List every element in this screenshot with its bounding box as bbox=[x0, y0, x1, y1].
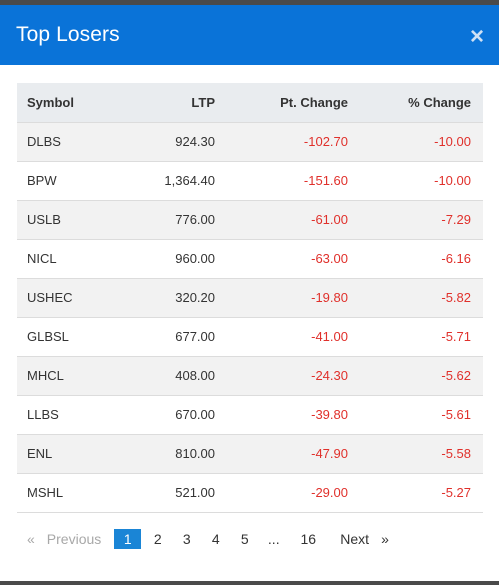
page-5-button[interactable]: 5 bbox=[240, 531, 249, 547]
table-row[interactable]: LLBS 670.00 -39.80 -5.61 bbox=[17, 395, 483, 435]
page-4-button[interactable]: 4 bbox=[211, 531, 220, 547]
symbol-cell: LLBS bbox=[17, 395, 117, 435]
symbol-cell: DLBS bbox=[17, 122, 117, 162]
page-2-button[interactable]: 2 bbox=[153, 531, 162, 547]
page-16-button[interactable]: 16 bbox=[300, 531, 317, 547]
pct-change-cell: -5.58 bbox=[348, 434, 483, 474]
page-3-button[interactable]: 3 bbox=[182, 531, 191, 547]
next-page-button[interactable]: Next » bbox=[340, 531, 389, 547]
next-label: Next bbox=[340, 531, 370, 547]
symbol-cell: USLB bbox=[17, 200, 117, 240]
pt-change-cell: -63.00 bbox=[215, 239, 348, 279]
table-row[interactable]: NICL 960.00 -63.00 -6.16 bbox=[17, 239, 483, 279]
losers-table: Symbol LTP Pt. Change % Change DLBS 924.3… bbox=[17, 83, 483, 513]
pct-change-cell: -6.16 bbox=[348, 239, 483, 279]
pt-change-cell: -24.30 bbox=[215, 356, 348, 396]
pct-change-cell: -5.27 bbox=[348, 473, 483, 513]
table-row[interactable]: GLBSL 677.00 -41.00 -5.71 bbox=[17, 317, 483, 357]
top-losers-modal: Top Losers × Symbol LTP Pt. Change % Cha… bbox=[0, 5, 499, 581]
ltp-cell: 521.00 bbox=[117, 473, 215, 513]
symbol-cell: NICL bbox=[17, 239, 117, 279]
symbol-cell: USHEC bbox=[17, 278, 117, 318]
modal-header: Top Losers × bbox=[0, 5, 499, 65]
next-arrow-icon: » bbox=[381, 531, 389, 547]
table-header-row: Symbol LTP Pt. Change % Change bbox=[17, 83, 483, 123]
pt-change-cell: -39.80 bbox=[215, 395, 348, 435]
ltp-cell: 408.00 bbox=[117, 356, 215, 396]
modal-title: Top Losers bbox=[16, 23, 120, 46]
pt-change-cell: -47.90 bbox=[215, 434, 348, 474]
previous-arrow-icon: « bbox=[27, 531, 35, 547]
pt-change-cell: -151.60 bbox=[215, 161, 348, 201]
table-row[interactable]: MHCL 408.00 -24.30 -5.62 bbox=[17, 356, 483, 396]
pct-change-cell: -7.29 bbox=[348, 200, 483, 240]
column-header-ltp[interactable]: LTP bbox=[117, 83, 215, 123]
pct-change-cell: -5.62 bbox=[348, 356, 483, 396]
pct-change-cell: -10.00 bbox=[348, 161, 483, 201]
table-row[interactable]: ENL 810.00 -47.90 -5.58 bbox=[17, 434, 483, 474]
pagination-ellipsis: ... bbox=[267, 531, 280, 547]
losers-table-container: Symbol LTP Pt. Change % Change DLBS 924.3… bbox=[17, 83, 483, 513]
symbol-cell: MHCL bbox=[17, 356, 117, 396]
ltp-cell: 776.00 bbox=[117, 200, 215, 240]
pt-change-cell: -41.00 bbox=[215, 317, 348, 357]
pct-change-cell: -5.82 bbox=[348, 278, 483, 318]
pct-change-cell: -5.71 bbox=[348, 317, 483, 357]
ltp-cell: 924.30 bbox=[117, 122, 215, 162]
symbol-cell: BPW bbox=[17, 161, 117, 201]
ltp-cell: 320.20 bbox=[117, 278, 215, 318]
column-header-pt-change[interactable]: Pt. Change bbox=[215, 83, 348, 123]
ltp-cell: 677.00 bbox=[117, 317, 215, 357]
pct-change-cell: -5.61 bbox=[348, 395, 483, 435]
ltp-cell: 960.00 bbox=[117, 239, 215, 279]
ltp-cell: 670.00 bbox=[117, 395, 215, 435]
pt-change-cell: -102.70 bbox=[215, 122, 348, 162]
pt-change-cell: -29.00 bbox=[215, 473, 348, 513]
pt-change-cell: -61.00 bbox=[215, 200, 348, 240]
pagination: « Previous 1 2 3 4 5 ... 16 Next » bbox=[27, 528, 389, 550]
symbol-cell: ENL bbox=[17, 434, 117, 474]
table-row[interactable]: DLBS 924.30 -102.70 -10.00 bbox=[17, 122, 483, 162]
table-row[interactable]: USHEC 320.20 -19.80 -5.82 bbox=[17, 278, 483, 318]
close-icon[interactable]: × bbox=[469, 23, 484, 50]
symbol-cell: GLBSL bbox=[17, 317, 117, 357]
column-header-pct-change[interactable]: % Change bbox=[348, 83, 483, 123]
column-header-symbol[interactable]: Symbol bbox=[17, 83, 117, 123]
pct-change-cell: -10.00 bbox=[348, 122, 483, 162]
table-row[interactable]: USLB 776.00 -61.00 -7.29 bbox=[17, 200, 483, 240]
pt-change-cell: -19.80 bbox=[215, 278, 348, 318]
previous-page-button[interactable]: « Previous bbox=[27, 531, 114, 547]
previous-label: Previous bbox=[46, 531, 102, 547]
table-row[interactable]: BPW 1,364.40 -151.60 -10.00 bbox=[17, 161, 483, 201]
table-row[interactable]: MSHL 521.00 -29.00 -5.27 bbox=[17, 473, 483, 513]
ltp-cell: 810.00 bbox=[117, 434, 215, 474]
ltp-cell: 1,364.40 bbox=[117, 161, 215, 201]
symbol-cell: MSHL bbox=[17, 473, 117, 513]
page-1-button[interactable]: 1 bbox=[114, 529, 142, 549]
